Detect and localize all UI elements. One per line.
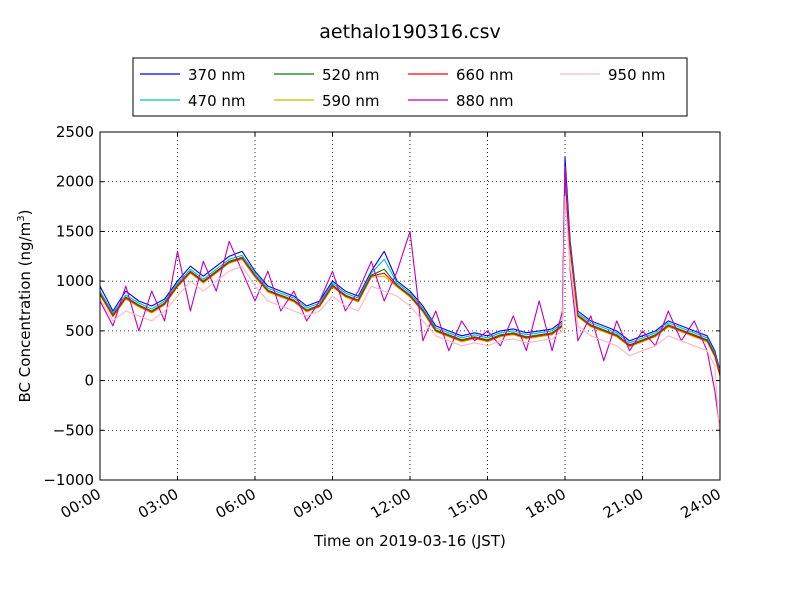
y-axis-label: BC Concentration (ng/m3) (16, 210, 34, 403)
legend-label: 660 nm (456, 66, 514, 84)
y-axis-label-close: ) (16, 210, 34, 216)
legend-label: 950 nm (608, 66, 666, 84)
legend: 370 nm 470 nm 520 nm 590 nm 660 nm 880 nm 950 … (132, 57, 688, 117)
y-axis-label-main: BC Concentration (ng/m (16, 222, 34, 403)
series-lines (99, 156, 721, 441)
y-tick-label: 500 (65, 322, 94, 340)
series-line-470-nm (99, 166, 721, 373)
y-tick-label: 0 (84, 372, 94, 390)
legend-label: 470 nm (188, 92, 246, 110)
legend-label: 370 nm (188, 66, 246, 84)
y-tick-label: −1000 (43, 471, 94, 489)
legend-label: 520 nm (322, 66, 380, 84)
y-tick-label: 1000 (56, 272, 94, 290)
legend-label: 880 nm (456, 92, 514, 110)
y-tick-label: 2000 (56, 173, 94, 191)
series-line-880-nm (99, 166, 721, 431)
y-tick-label: 1500 (56, 222, 94, 240)
series-line-950-nm (99, 196, 721, 441)
y-tick-label: 2500 (56, 123, 94, 141)
y-tick-label: −500 (53, 421, 94, 439)
legend-frame (132, 57, 688, 117)
x-axis-label: Time on 2019-03-16 (JST) (313, 532, 506, 550)
legend-label: 590 nm (322, 92, 380, 110)
chart-title: aethalo190316.csv (319, 21, 501, 43)
y-axis-label-superscript: 3 (16, 215, 27, 221)
